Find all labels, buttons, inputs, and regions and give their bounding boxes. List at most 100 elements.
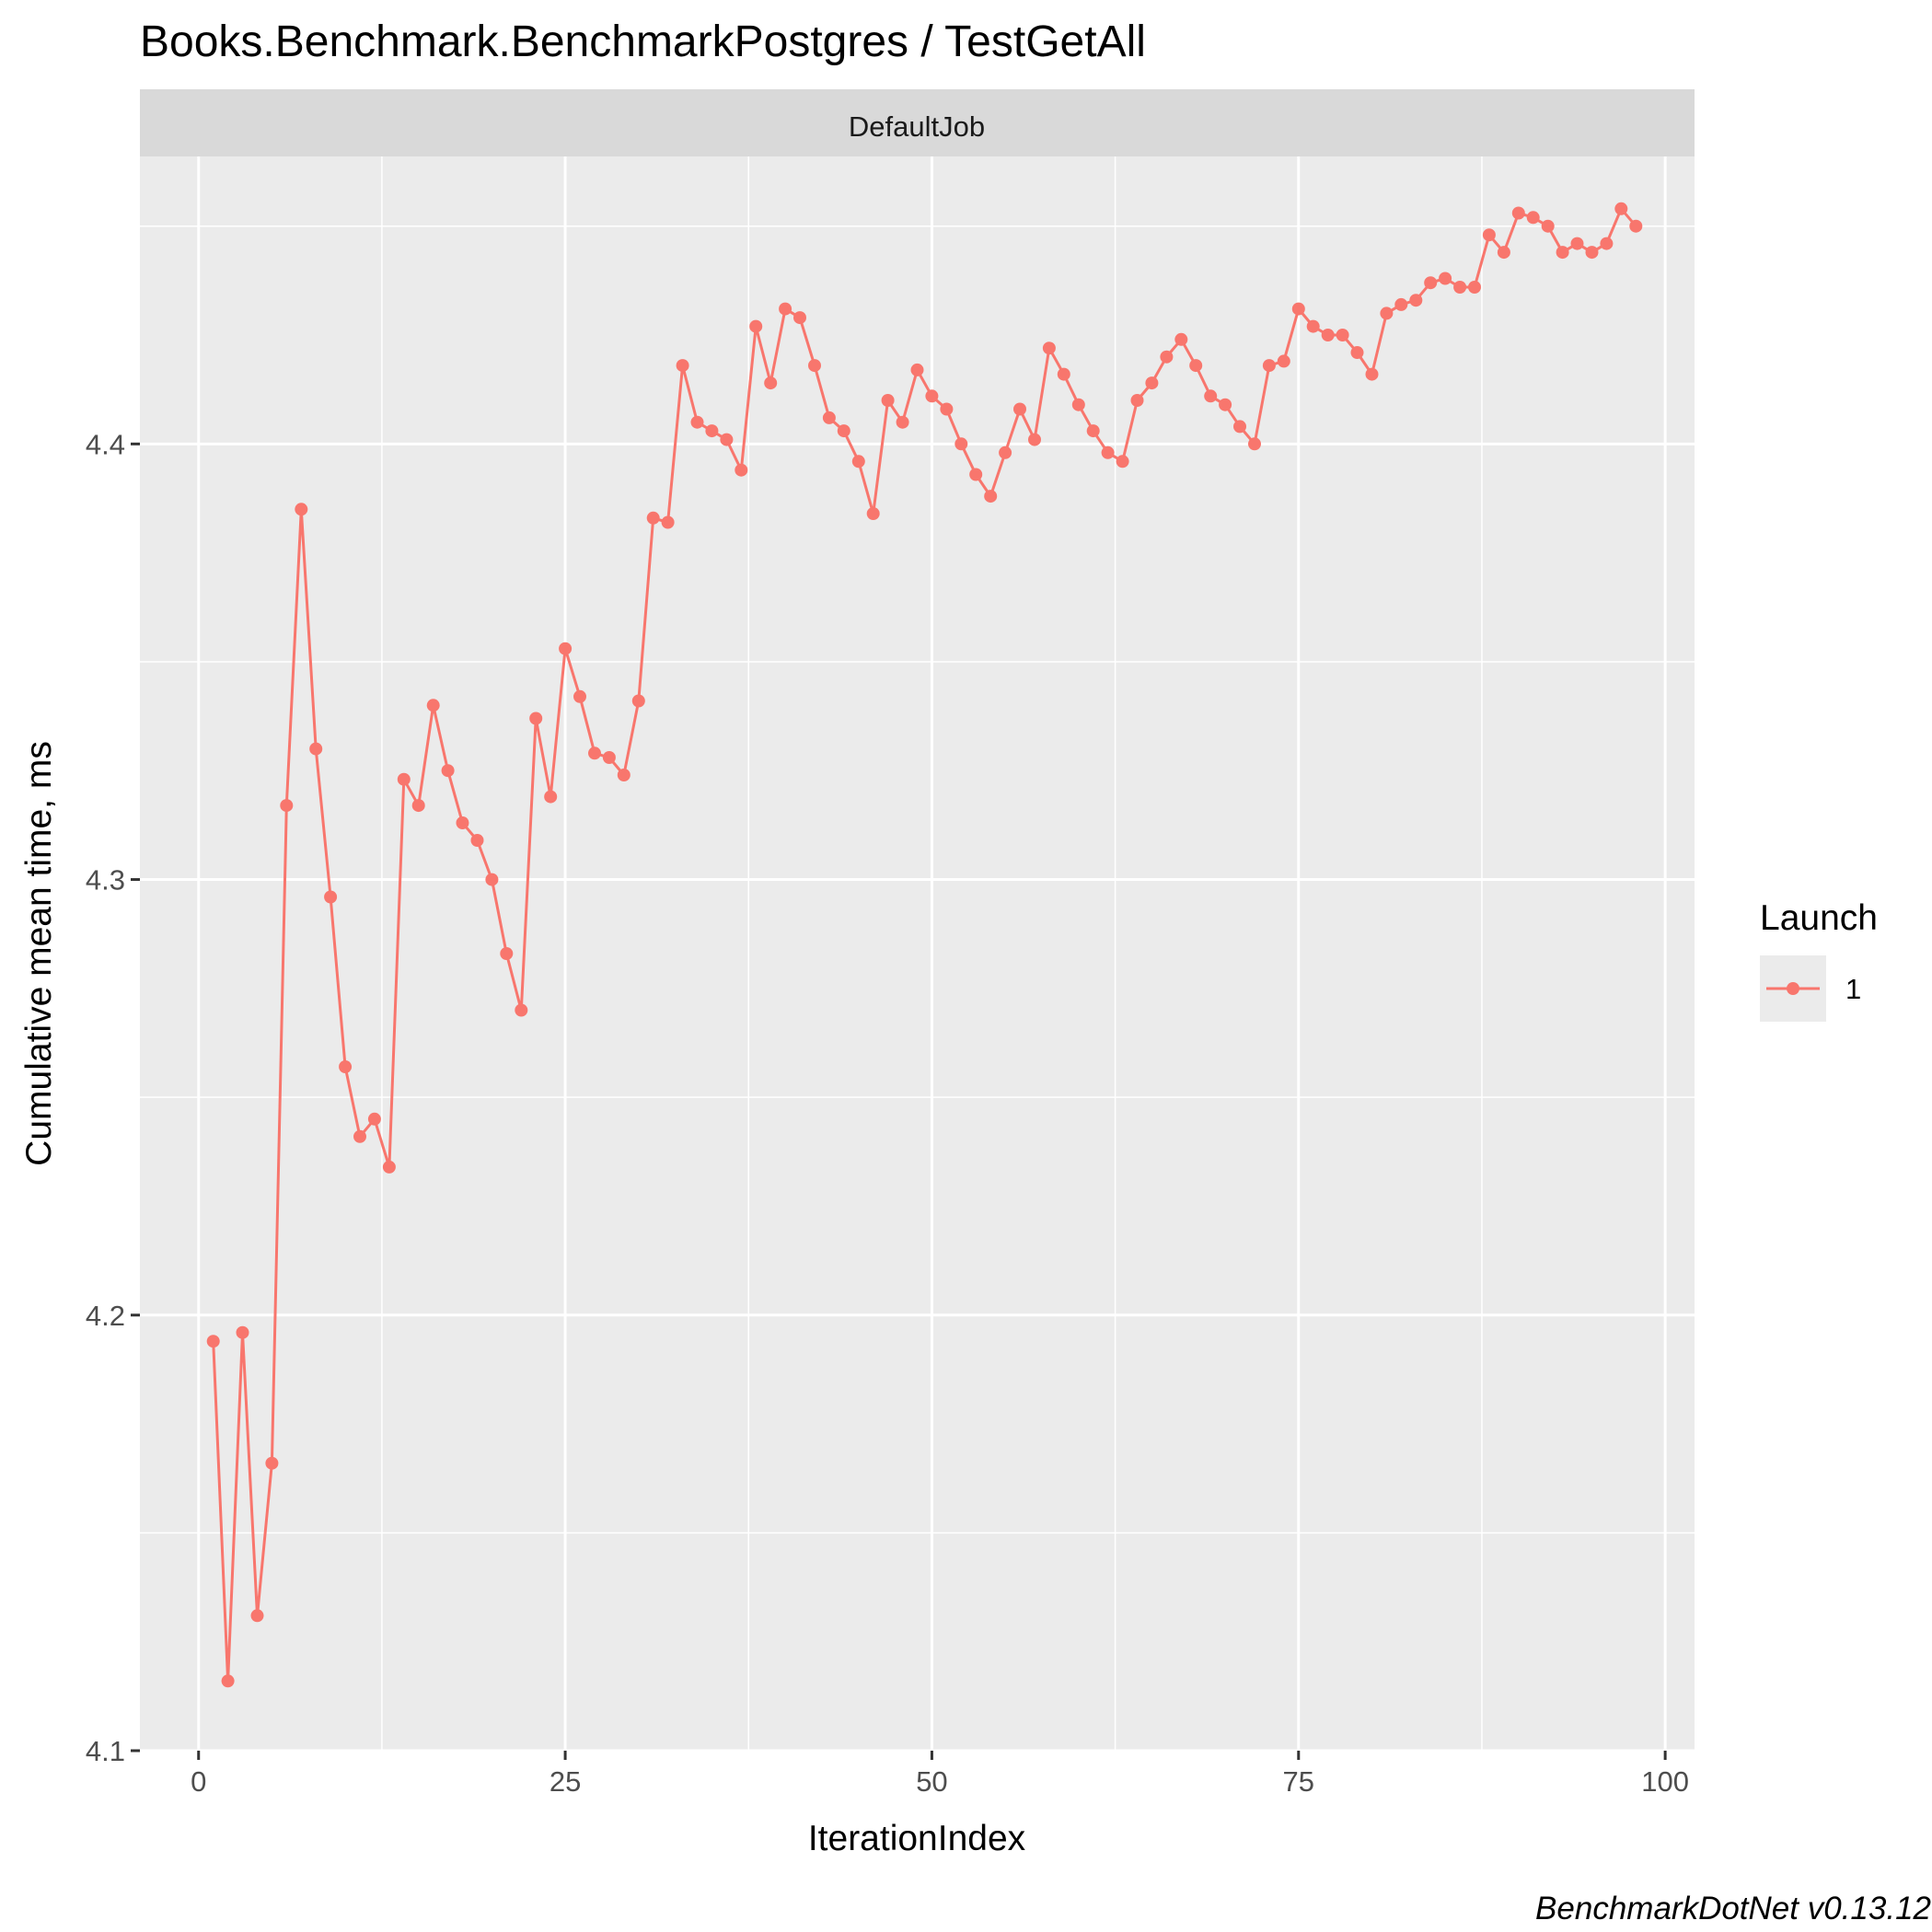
data-point [485, 873, 499, 886]
data-point [984, 490, 998, 503]
data-point [544, 790, 558, 804]
data-point [1365, 367, 1379, 381]
data-point [426, 699, 440, 712]
data-point [1409, 294, 1423, 307]
data-point [749, 319, 763, 333]
data-point [1160, 350, 1174, 364]
data-point [837, 424, 850, 438]
x-tick-label: 25 [550, 1765, 581, 1798]
data-point [353, 1129, 366, 1143]
minor-gridlines [140, 156, 1695, 1751]
legend-key-point [1787, 982, 1799, 995]
caption: BenchmarkDotNet v0.13.12 [1535, 1891, 1931, 1926]
legend: Launch 1 [1760, 898, 1878, 1022]
data-point [617, 769, 631, 781]
facet-strip [140, 89, 1695, 156]
data-point [1468, 281, 1481, 294]
data-point [1614, 202, 1628, 215]
data-point [397, 772, 411, 786]
data-point [676, 359, 689, 373]
data-point [925, 389, 939, 403]
data-point [793, 311, 806, 325]
data-point [1145, 376, 1159, 390]
data-point [1570, 237, 1584, 250]
data-point [588, 746, 601, 760]
data-point [250, 1609, 264, 1623]
data-point [1174, 332, 1188, 346]
data-point [1306, 319, 1320, 333]
legend-title: Launch [1760, 898, 1878, 938]
facet-label: DefaultJob [849, 110, 985, 143]
data-point [690, 415, 704, 429]
data-point [1101, 445, 1115, 459]
data-point [1350, 346, 1364, 359]
data-point [1439, 272, 1452, 285]
data-point [1497, 246, 1510, 260]
data-point [1262, 359, 1276, 373]
x-tick-label: 0 [191, 1765, 206, 1798]
data-point [1291, 302, 1305, 316]
data-point [1042, 341, 1056, 355]
data-point [515, 1003, 528, 1017]
data-point [881, 394, 895, 407]
data-point [705, 424, 719, 438]
data-point [441, 764, 455, 778]
data-point [910, 363, 924, 376]
data-point [646, 511, 660, 525]
data-point [1189, 359, 1203, 373]
data-point [1380, 307, 1394, 320]
y-axis-tick-labels: 4.1 4.2 4.3 4.4 [86, 428, 125, 1767]
data-point [866, 507, 880, 520]
y-tick-label: 4.3 [86, 864, 125, 897]
x-axis-title: IterationIndex [808, 1819, 1026, 1858]
data-point [339, 1060, 353, 1073]
legend-label: 1 [1845, 973, 1861, 1005]
y-tick-label: 4.4 [86, 428, 125, 460]
y-tick-label: 4.1 [86, 1735, 125, 1767]
data-point [295, 503, 308, 516]
data-point [529, 711, 543, 725]
data-point [808, 359, 821, 373]
data-point [1248, 437, 1261, 451]
data-point [1233, 420, 1246, 434]
data-point [221, 1674, 235, 1688]
data-point [1585, 246, 1599, 260]
data-point [896, 415, 909, 429]
data-point [324, 890, 338, 904]
data-point [1336, 329, 1349, 341]
data-point [602, 751, 616, 764]
data-point [367, 1112, 381, 1126]
x-tick-label: 100 [1641, 1765, 1689, 1798]
data-point [735, 463, 748, 477]
data-point [1204, 389, 1218, 403]
data-point [764, 376, 778, 390]
data-point [1116, 455, 1129, 469]
data-point [1086, 424, 1100, 438]
data-point [1541, 219, 1555, 233]
data-point [851, 455, 865, 469]
data-point [1600, 237, 1614, 250]
data-point [1394, 297, 1408, 311]
data-point [999, 445, 1012, 459]
data-point [954, 437, 968, 451]
plot-panel [140, 156, 1695, 1751]
data-point [382, 1160, 396, 1174]
data-point [1482, 228, 1496, 242]
data-point [470, 834, 484, 847]
data-point [456, 816, 469, 829]
x-axis-tick-labels: 0 25 50 75 100 [191, 1765, 1689, 1798]
data-point [1130, 394, 1144, 407]
data-point [1629, 219, 1643, 233]
data-point [1321, 329, 1335, 341]
data-point [969, 468, 983, 481]
data-point [500, 947, 514, 960]
data-point [822, 411, 836, 424]
data-point [1013, 402, 1026, 416]
axis-ticks [131, 442, 1667, 1760]
data-point [1511, 206, 1525, 220]
data-point [1057, 367, 1070, 381]
data-point [1277, 354, 1290, 368]
data-point [1028, 433, 1041, 446]
data-point [1071, 398, 1085, 411]
